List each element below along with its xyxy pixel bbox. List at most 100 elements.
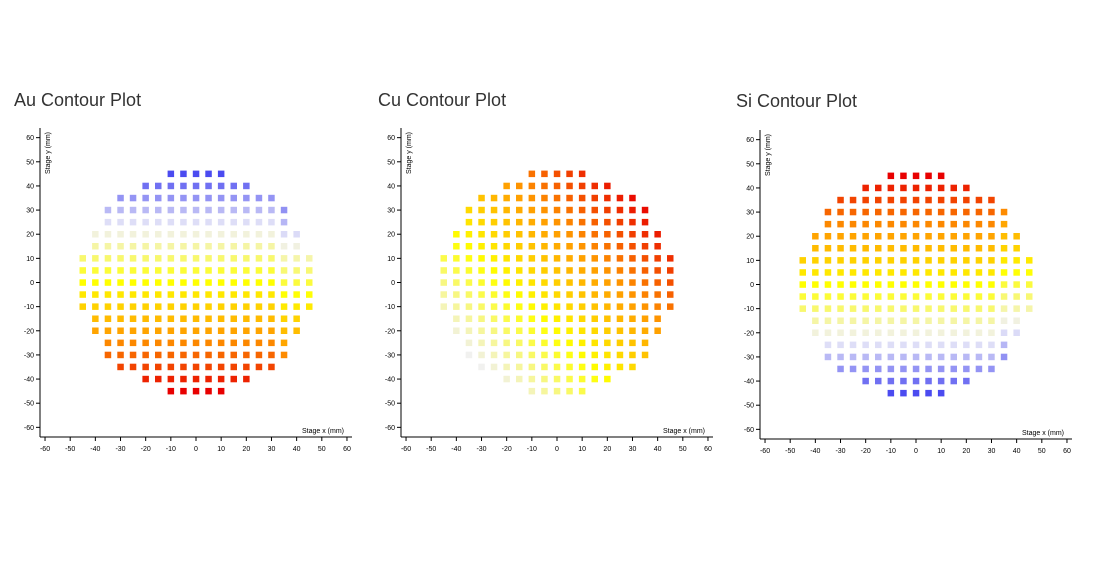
heatmap-cell: [975, 281, 983, 288]
cu-contour-plot: -60 -50 -40 -30 -20 -10 0 10 20 30 40 50 60 60 50 40 30 2…: [385, 128, 713, 453]
x-tick-label: 10: [217, 446, 225, 453]
heatmap-cell: [453, 279, 460, 286]
heatmap-cell: [616, 315, 624, 322]
heatmap-cell: [516, 327, 523, 334]
x-tick-label: -50: [785, 448, 795, 455]
heatmap-cell: [862, 281, 869, 288]
heatmap-cell: [629, 363, 636, 371]
y-tick-label: -30: [744, 354, 754, 361]
heatmap-cell: [975, 317, 983, 324]
heatmap-cell: [541, 351, 548, 359]
heatmap-cell: [875, 293, 882, 300]
y-tick: 50: [387, 159, 401, 166]
heatmap-cell: [180, 291, 187, 298]
heatmap-cell: [516, 339, 523, 347]
heatmap-cell: [950, 305, 957, 312]
heatmap-cell: [129, 255, 137, 262]
heatmap-cell: [478, 218, 485, 226]
heatmap-cell: [217, 194, 225, 202]
heatmap-cell: [490, 339, 498, 347]
heatmap-cell: [167, 231, 175, 238]
heatmap-cell: [950, 269, 957, 276]
heatmap-cell: [875, 317, 882, 324]
y-tick-label: 50: [387, 159, 395, 166]
heatmap-cell: [975, 220, 983, 228]
heatmap-cell: [280, 327, 288, 334]
heatmap-cell: [192, 182, 200, 190]
heatmap-cell: [167, 387, 175, 395]
heatmap-cell: [230, 231, 237, 238]
x-tick: 0: [914, 439, 918, 455]
heatmap-cell: [975, 269, 983, 276]
heatmap-cell: [912, 220, 920, 228]
heatmap-cell: [142, 243, 149, 250]
heatmap-cell: [516, 363, 523, 371]
axes: -60 -50 -40 -30 -20 -10 0 10 20 30 40 50 60 60 50 40 30 2…: [24, 128, 352, 453]
heatmap-cell: [142, 327, 149, 334]
heatmap-cell: [453, 255, 460, 262]
heatmap-cell: [963, 293, 970, 300]
heatmap-cell: [453, 315, 460, 322]
heatmap-cell: [566, 375, 573, 383]
heatmap-cell: [875, 245, 882, 252]
heatmap-cell: [255, 303, 263, 310]
y-tick-label: 0: [30, 280, 34, 287]
x-tick: 60: [704, 437, 712, 453]
x-tick: 60: [343, 437, 351, 453]
heatmap-cell: [616, 291, 624, 298]
heatmap-cell: [155, 363, 162, 371]
heatmap-cell: [887, 233, 895, 240]
heatmap-cell: [641, 303, 649, 310]
heatmap-cell: [280, 243, 288, 250]
heatmap-cell: [937, 233, 945, 240]
heatmap-cell: [975, 365, 983, 373]
heatmap-cell: [887, 220, 895, 228]
heatmap-cell: [440, 291, 447, 298]
heatmap-cell: [541, 315, 548, 322]
heatmap-cell: [578, 255, 586, 262]
heatmap-cell: [503, 339, 510, 347]
x-tick-label: 30: [629, 446, 637, 453]
y-tick: -20: [385, 328, 401, 335]
heatmap-cell: [925, 341, 932, 349]
x-axis-label: Stage x (mm): [302, 428, 344, 435]
heatmap-cell: [306, 279, 313, 286]
heatmap-cell: [230, 315, 237, 322]
heatmap-cell: [79, 303, 86, 310]
heatmap-cell: [553, 363, 561, 371]
heatmap-cell: [503, 206, 510, 214]
heatmap-cell: [1000, 257, 1008, 264]
x-tick: 20: [603, 437, 611, 453]
heatmap-cell: [268, 351, 275, 359]
heatmap-cell: [478, 279, 485, 286]
heatmap-cell: [862, 196, 869, 204]
heatmap-cell: [104, 291, 112, 298]
heatmap-cell: [155, 231, 162, 238]
heatmap-cell: [268, 291, 275, 298]
heatmap-cell: [155, 279, 162, 286]
heatmap-cell: [553, 170, 561, 178]
heatmap-cell: [1013, 305, 1020, 312]
heatmap-cell: [812, 293, 819, 300]
heatmap-cell: [192, 267, 200, 274]
heatmap-cell: [516, 231, 523, 238]
heatmap-cell: [465, 218, 473, 226]
heatmap-cell: [988, 341, 995, 349]
heatmap-cell: [849, 233, 857, 240]
heatmap-cell: [616, 351, 624, 359]
heatmap-cell: [541, 267, 548, 274]
x-tick-label: -40: [451, 446, 461, 453]
heatmap-cell: [541, 363, 548, 371]
heatmap-cell: [243, 303, 250, 310]
heatmap-cell: [280, 315, 288, 322]
heatmap-cell: [950, 233, 957, 240]
heatmap-cell: [142, 267, 149, 274]
heatmap-cell: [667, 267, 674, 274]
y-tick: 50: [26, 159, 40, 166]
y-tick-label: -20: [744, 330, 754, 337]
heatmap-cell: [541, 182, 548, 190]
heatmap-cell: [217, 170, 225, 178]
heatmap-cell: [503, 218, 510, 226]
heatmap-cell: [268, 194, 275, 202]
y-tick: 40: [26, 183, 40, 190]
